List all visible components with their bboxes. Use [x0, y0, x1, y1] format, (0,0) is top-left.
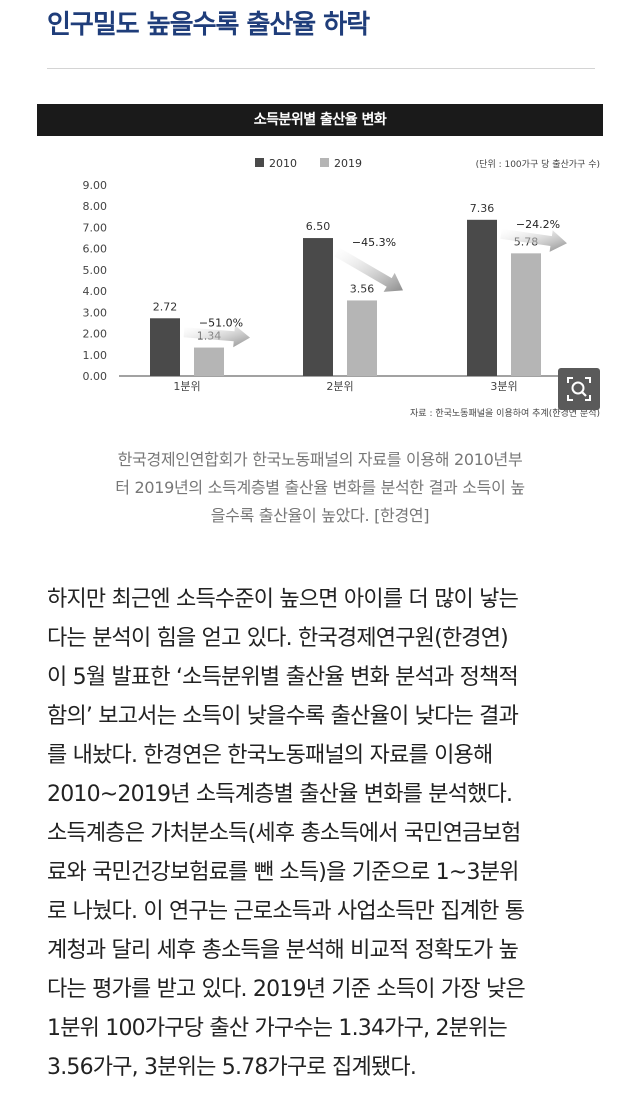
- y-tick-label: 8.00: [83, 200, 108, 213]
- x-category-label: 1분위: [173, 380, 200, 393]
- body-line: 를 내놨다. 한경연은 한국노동패널의 자료를 이용해: [47, 743, 493, 768]
- body-line: 다는 분석이 힘을 얻고 있다. 한국경제연구원(한경연): [47, 626, 509, 651]
- bar-2019: [347, 300, 377, 376]
- change-percent-label: −51.0%: [199, 316, 243, 329]
- decline-arrow: [334, 247, 403, 292]
- chart-figure: 소득분위별 출산율 변화 0.00 1.00 2.00 3.00 4.00 5.00 6.0…: [37, 104, 603, 422]
- y-tick-label: 4.00: [83, 285, 108, 298]
- article-heading: 인구밀도 높을수록 출산율 하락: [47, 10, 370, 40]
- unit-note: (단위 : 100가구 당 출산가구 수): [476, 159, 600, 170]
- bar-2019: [194, 347, 224, 376]
- body-line: 2010~2019년 소득계층별 출산율 변화를 분석했다.: [47, 782, 513, 807]
- chart-canvas: 0.00 1.00 2.00 3.00 4.00 5.00 6.00 7.00 8.00 9.00…: [83, 157, 601, 419]
- caption-line: 터 2019년의 소득계층별 출산율 변화를 분석한 결과 소득이 높: [115, 478, 525, 497]
- data-label-2010: 7.36: [470, 202, 495, 215]
- bar-2010: [467, 219, 497, 376]
- body-line: 3.56가구, 3분위는 5.78가구로 집계됐다.: [47, 1055, 417, 1080]
- body-line: 함의’ 보고서는 소득이 낮을수록 출산율이 낮다는 결과: [47, 704, 519, 729]
- body-line: 료와 국민건강보험료를 뺀 소득)을 기준으로 1~3분위: [47, 860, 519, 885]
- caption-line: 한국경제인연합회가 한국노동패널의 자료를 이용해 2010년부: [117, 450, 523, 469]
- chart-title: 소득분위별 출산율 변화: [37, 104, 603, 136]
- bar-2010: [150, 318, 180, 376]
- decline-arrow: [500, 228, 567, 252]
- x-category-label: 2분위: [326, 380, 353, 393]
- y-tick-label: 2.00: [83, 328, 108, 341]
- body-line: 로 나눴다. 이 연구는 근로소득과 사업소득만 집계한 통: [47, 899, 525, 924]
- decline-arrow: [183, 325, 250, 348]
- body-line: 하지만 최근엔 소득수준이 높으면 아이를 더 많이 낳는: [47, 587, 519, 612]
- y-tick-label: 5.00: [83, 264, 108, 277]
- y-tick-label: 6.00: [83, 243, 108, 256]
- legend-label-2019: 2019: [334, 157, 362, 170]
- figure-caption: 한국경제인연합회가 한국노동패널의 자료를 이용해 2010년부 터 2019년…: [55, 446, 585, 530]
- source-note: 자료 : 한국노동패널을 이용하여 추계(한경연 분석): [410, 407, 600, 419]
- body-line: 다는 평가를 받고 있다. 2019년 기준 소득이 가장 낮은: [47, 977, 526, 1002]
- change-percent-label: −45.3%: [352, 236, 396, 249]
- body-line: 계청과 달리 세후 총소득을 분석해 비교적 정확도가 높: [47, 938, 519, 963]
- bar-2010: [303, 238, 333, 376]
- y-tick-label: 1.00: [83, 349, 108, 362]
- legend-swatch-2019: [320, 158, 329, 167]
- data-label-2010: 6.50: [306, 220, 331, 233]
- legend-label-2010: 2010: [269, 157, 297, 170]
- zoom-icon: [567, 377, 591, 401]
- y-tick-label: 7.00: [83, 221, 108, 234]
- y-tick-label: 3.00: [83, 306, 108, 319]
- bar-2019: [511, 253, 541, 376]
- caption-line: 을수록 출산율이 높았다. [한경연]: [210, 506, 430, 525]
- change-percent-label: −24.2%: [516, 218, 560, 231]
- zoom-button[interactable]: [558, 368, 600, 410]
- data-label-2019: 3.56: [350, 282, 375, 295]
- article-body: 하지만 최근엔 소득수준이 높으면 아이를 더 많이 낳는 다는 분석이 힘을 …: [47, 580, 607, 1087]
- heading-divider: [47, 68, 595, 69]
- body-line: 이 5월 발표한 ‘소득분위별 출산율 변화 분석과 정책적: [47, 665, 519, 690]
- body-line: 1분위 100가구당 출산 가구수는 1.34가구, 2분위는: [47, 1016, 508, 1041]
- x-category-label: 3분위: [490, 380, 517, 393]
- data-label-2010: 2.72: [153, 300, 178, 313]
- y-tick-label: 0.00: [83, 370, 108, 383]
- y-tick-label: 9.00: [83, 179, 108, 192]
- body-line: 소득계층은 가처분소득(세후 총소득에서 국민연금보험: [47, 821, 521, 846]
- legend-swatch-2010: [255, 158, 264, 167]
